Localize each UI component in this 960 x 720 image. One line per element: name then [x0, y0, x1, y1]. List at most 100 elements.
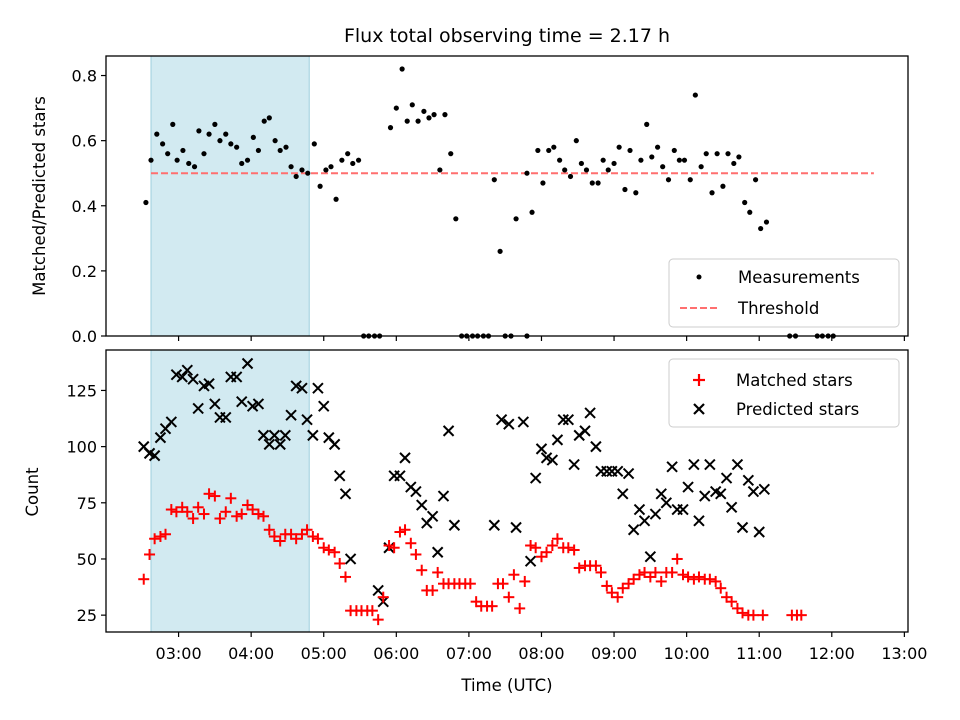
predicted-point — [736, 521, 749, 534]
measurement-point — [453, 216, 459, 222]
measurement-point — [339, 157, 345, 163]
matched-point — [530, 542, 542, 554]
measurement-point — [223, 131, 229, 137]
predicted-point — [307, 429, 319, 442]
measurement-point — [638, 157, 644, 163]
bottom-y-axis-label: Count — [23, 467, 42, 517]
matched-point — [503, 591, 515, 603]
matched-point — [704, 573, 716, 585]
matched-point — [541, 546, 553, 558]
measurement-point — [687, 177, 693, 183]
measurement-point — [747, 209, 753, 215]
matched-point — [236, 508, 248, 520]
measurement-point — [421, 108, 427, 114]
predicted-point — [192, 402, 204, 415]
measurement-point — [540, 180, 546, 186]
matched-point — [737, 607, 749, 619]
matched-point — [649, 566, 661, 578]
predicted-point — [666, 461, 678, 473]
x-axis-label: Time (UTC) — [460, 676, 552, 695]
predicted-point — [747, 485, 760, 498]
measurement-point — [633, 190, 639, 196]
x-tick-label: 06:00 — [373, 644, 419, 663]
matched-point — [225, 492, 237, 504]
measurement-point — [692, 92, 698, 98]
top-y-tick-label: 0.2 — [72, 262, 97, 281]
bottom-y-tick-label: 25 — [77, 606, 97, 625]
chart-title: Flux total observing time = 2.17 h — [344, 25, 670, 47]
matched-point — [203, 488, 215, 500]
predicted-point — [230, 371, 243, 383]
predicted-point — [176, 371, 188, 383]
x-tick-label: 12:00 — [809, 644, 855, 663]
predicted-point — [410, 485, 422, 498]
predicted-point — [203, 377, 215, 390]
matched-point — [290, 533, 302, 545]
predicted-point — [416, 499, 428, 511]
predicted-point — [753, 526, 765, 538]
matched-point — [144, 548, 156, 560]
top-legend: Measurements Threshold — [668, 258, 900, 328]
measurement-point — [393, 105, 399, 111]
measurement-point — [165, 151, 171, 157]
matched-point — [612, 591, 624, 603]
measurement-point — [437, 167, 443, 173]
matched-point — [181, 506, 193, 518]
matched-point — [138, 573, 150, 585]
matched-point — [464, 578, 476, 590]
measurement-point — [148, 157, 154, 163]
measurement-point — [283, 144, 289, 150]
measurement-point — [288, 164, 294, 170]
matched-point — [394, 526, 406, 538]
matched-point — [149, 533, 161, 545]
matched-point — [688, 573, 700, 585]
measurement-point — [578, 160, 584, 167]
legend-matched-marker — [693, 374, 705, 386]
matched-point — [198, 508, 210, 520]
measurement-point — [255, 147, 262, 154]
matched-point — [546, 539, 558, 551]
predicted-point — [742, 474, 755, 487]
predicted-point — [252, 398, 265, 410]
measurement-point — [497, 248, 503, 254]
predicted-point — [562, 413, 575, 426]
matched-point — [257, 510, 269, 522]
predicted-point — [426, 510, 439, 522]
measurement-point — [703, 151, 709, 157]
measurement-point — [546, 147, 552, 154]
predicted-point — [285, 409, 297, 421]
matched-point — [666, 566, 678, 578]
measurement-point — [261, 118, 267, 124]
measurement-point — [299, 167, 305, 173]
matched-point — [383, 539, 395, 551]
matched-point — [617, 582, 629, 594]
matched-point — [568, 544, 580, 556]
matched-point — [209, 490, 221, 502]
matched-point — [525, 539, 537, 551]
predicted-point — [165, 416, 178, 428]
predicted-point — [524, 555, 537, 567]
matched-point — [187, 513, 199, 525]
legend-threshold-label: Threshold — [737, 299, 819, 318]
predicted-point — [517, 416, 530, 428]
measurement-point — [448, 151, 454, 157]
top-y-tick-label: 0.6 — [72, 132, 97, 151]
matched-point — [693, 571, 705, 583]
matched-point — [601, 580, 613, 592]
matched-point — [192, 501, 204, 513]
predicted-point — [442, 425, 455, 437]
measurement-point — [600, 157, 606, 163]
matched-point — [486, 600, 498, 612]
predicted-point — [557, 413, 569, 426]
measurement-point — [206, 131, 212, 137]
x-tick-label: 10:00 — [664, 644, 710, 663]
matched-point — [165, 504, 177, 516]
measurement-point — [720, 183, 726, 189]
matched-point — [416, 564, 428, 576]
matched-point — [757, 609, 769, 621]
measurement-point — [758, 225, 764, 232]
matched-point — [710, 575, 722, 587]
predicted-point — [503, 418, 515, 430]
measurement-point — [524, 170, 530, 176]
predicted-point — [633, 503, 646, 516]
